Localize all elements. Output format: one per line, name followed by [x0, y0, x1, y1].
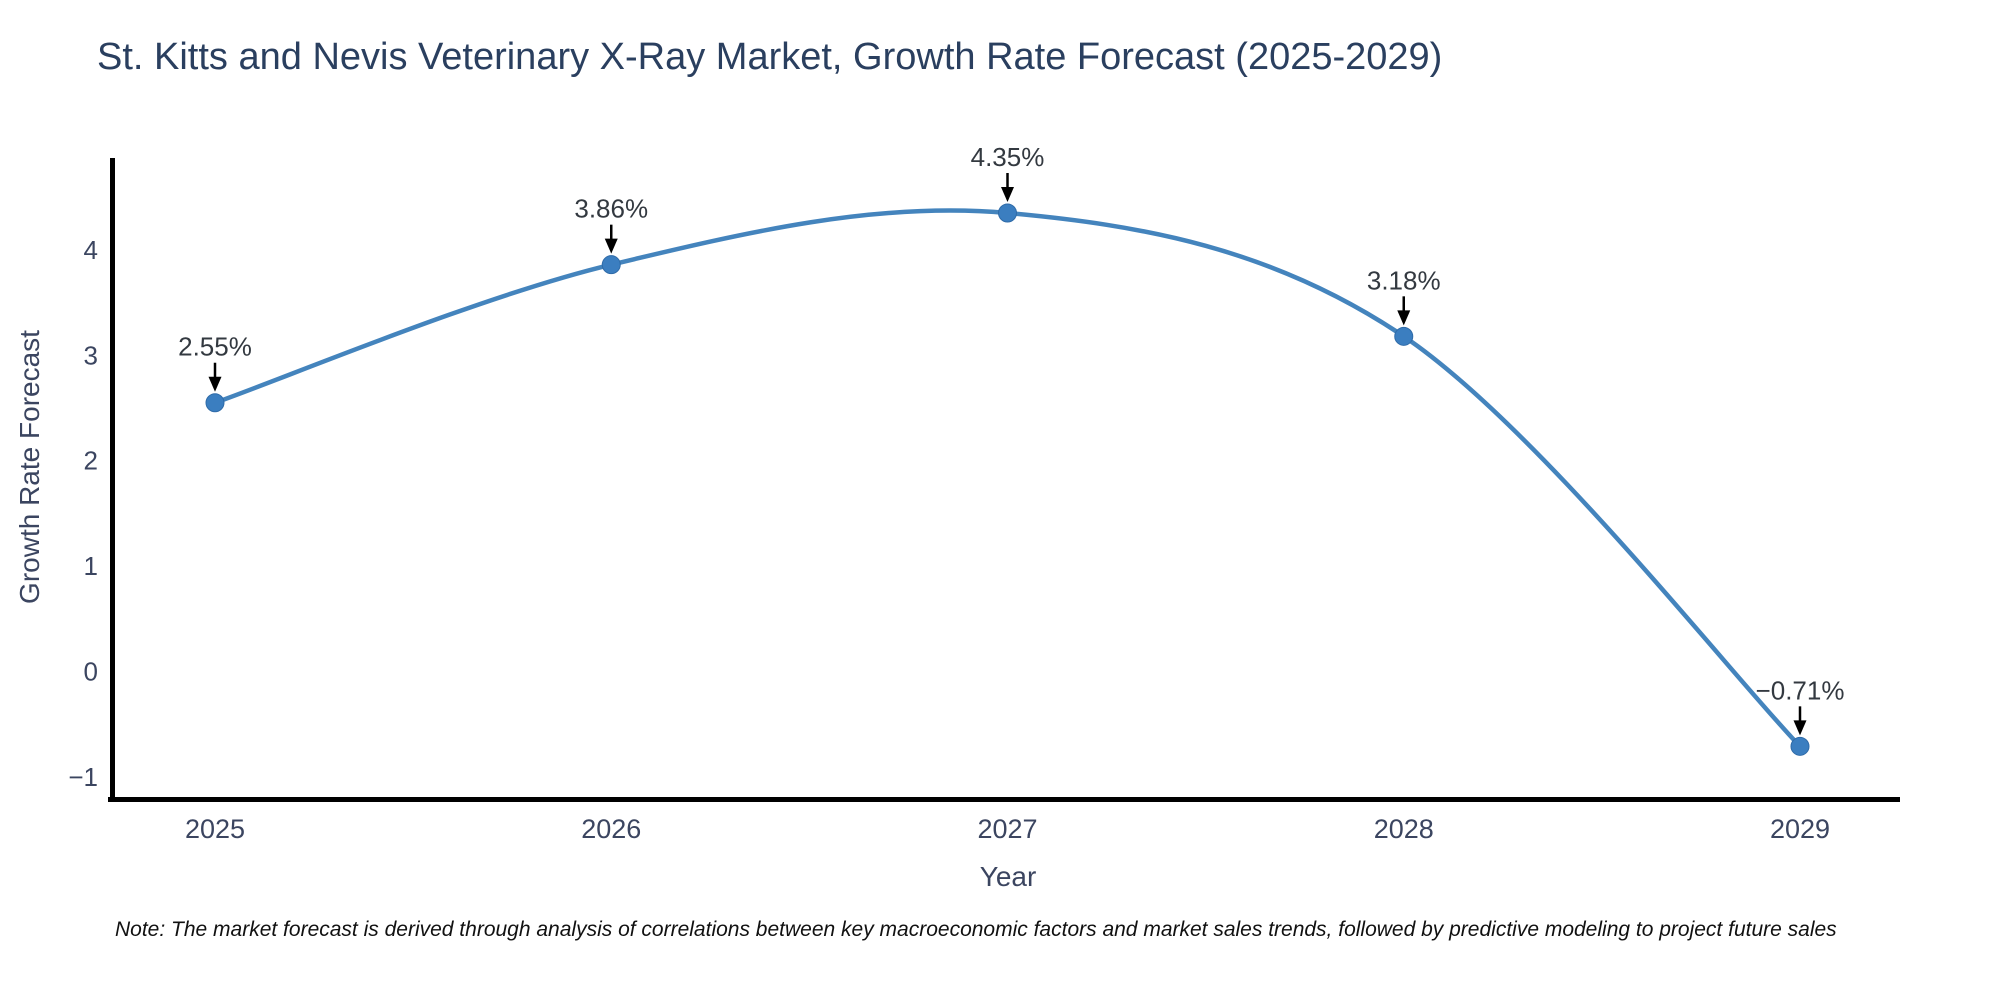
forecast-line: [212, 208, 1803, 749]
x-axis-spine: [108, 797, 1900, 802]
annotation-arrowhead: [604, 238, 618, 254]
y-tick-label: 1: [84, 551, 98, 581]
y-tick-label: 3: [84, 340, 98, 370]
x-tick-label: 2029: [1770, 814, 1830, 844]
x-tick-label: 2026: [581, 814, 641, 844]
footnote: Note: The market forecast is derived thr…: [115, 918, 1837, 941]
y-tick-label: 0: [84, 657, 98, 687]
point-label: 2.55%: [178, 332, 252, 362]
point-label: 3.18%: [1367, 265, 1441, 295]
annotation-arrowhead: [1793, 720, 1807, 736]
y-tick-label: 2: [84, 446, 98, 476]
x-tick-label: 2025: [185, 814, 245, 844]
annotation-arrowhead: [208, 376, 222, 392]
y-axis-title: Growth Rate Forecast: [14, 330, 45, 604]
x-tick-label: 2028: [1374, 814, 1434, 844]
data-point-2028: [1394, 326, 1414, 346]
data-point-2027: [998, 203, 1017, 223]
x-tick-label: 2027: [977, 814, 1037, 844]
data-point-2026: [601, 255, 621, 275]
point-label: 3.86%: [574, 194, 648, 224]
data-point-2029: [1790, 736, 1810, 756]
annotation-arrowhead: [1001, 187, 1014, 203]
x-axis-title: Year: [979, 861, 1037, 892]
point-label: −0.71%: [1756, 675, 1845, 705]
chart-title: St. Kitts and Nevis Veterinary X-Ray Mar…: [97, 36, 1443, 78]
y-tick-label: 4: [84, 235, 98, 265]
point-label: 4.35%: [971, 142, 1045, 172]
y-tick-label: −1: [68, 762, 98, 792]
data-point-2025: [205, 393, 225, 413]
annotation-arrowhead: [1397, 310, 1411, 326]
y-axis-spine: [110, 158, 115, 802]
